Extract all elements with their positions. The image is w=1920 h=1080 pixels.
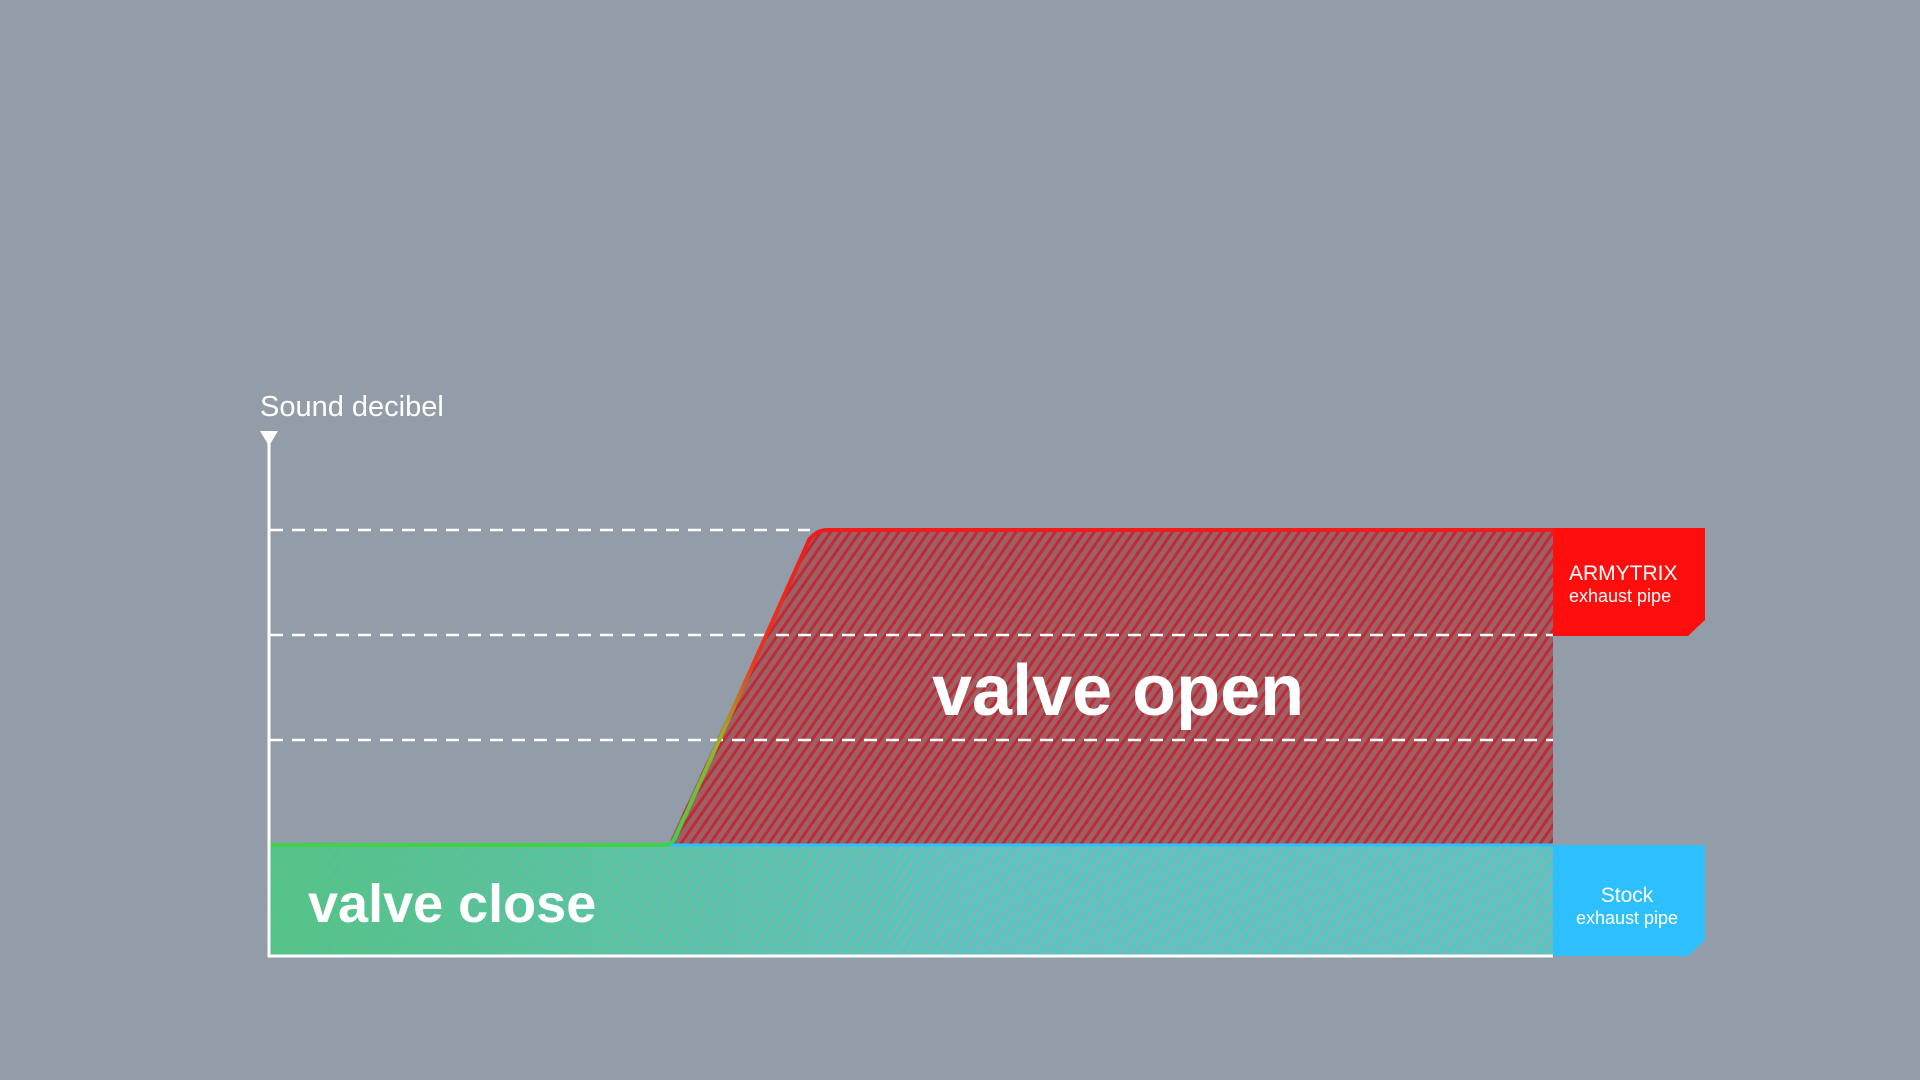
y-axis-arrow-icon [260,431,278,446]
y-axis-label: Sound decibel [260,391,444,423]
armytrix-level-line [806,528,1553,544]
valve-transition-line [663,537,812,847]
legend-armytrix-subtitle: exhaust pipe [1569,586,1671,606]
legend-armytrix-box [1553,528,1705,636]
legend-stock: Stock exhaust pipe [1553,845,1705,956]
valve-close-label: valve close [308,874,596,934]
legend-stock-title: Stock [1601,884,1654,907]
valve-open-label: valve open [932,651,1304,731]
level-gridlines [270,528,1553,742]
legend-stock-box [1553,845,1705,956]
legend-stock-subtitle: exhaust pipe [1576,908,1678,928]
valve-close-green-fade [270,845,1553,955]
legend-armytrix: ARMYTRIX exhaust pipe [1553,528,1705,636]
legend-armytrix-title: ARMYTRIX [1569,562,1678,585]
valve-open-area [668,530,1553,845]
